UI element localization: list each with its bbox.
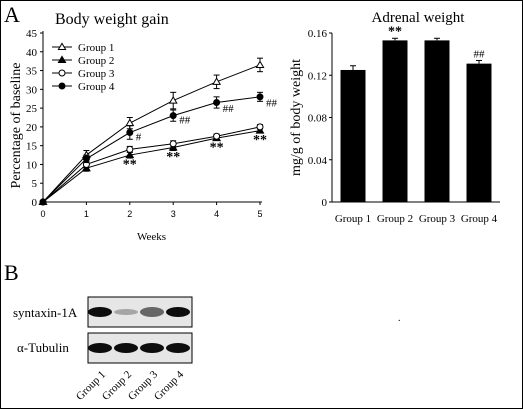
x-tick-label: 0: [40, 209, 45, 219]
x-axis-label: Weeks: [137, 231, 166, 243]
bar-chart-title: Adrenal weight: [372, 10, 466, 26]
series-line-group-2: [42, 130, 261, 203]
data-point-group-1: [212, 77, 222, 85]
y-tick-label: 0.12: [308, 70, 327, 82]
significance-label: #: [136, 131, 142, 143]
y-tick-label: 0.16: [308, 28, 328, 40]
legend-label-group-1: Group 1: [78, 42, 114, 54]
bar-group-1: [340, 69, 366, 202]
data-point-group-4: [213, 98, 221, 106]
y-tick-label: 0.04: [308, 155, 328, 167]
bar-group-2: [382, 40, 408, 202]
y-tick-label: 25: [26, 103, 38, 115]
data-point-group-1: [125, 118, 135, 127]
y-tick-label: 0: [32, 197, 38, 209]
x-tick-label: 1: [84, 209, 89, 219]
y-tick-label: 30: [26, 84, 38, 96]
y-tick-label: 20: [26, 122, 38, 134]
y-tick-label: 35: [26, 66, 38, 78]
series-line-group-1: [42, 64, 261, 203]
blot-row-label: α-Tubulin: [17, 340, 69, 355]
legend-marker-group-4: [58, 82, 66, 90]
x-tick-label: 2: [127, 209, 132, 219]
blot-band: [140, 307, 164, 317]
significance-label: **: [253, 133, 267, 148]
data-point-group-3: [256, 123, 264, 131]
legend-marker-group-1: [57, 42, 67, 51]
x-tick-label: 4: [214, 209, 219, 219]
significance-label: **: [388, 24, 402, 39]
data-point-group-4: [82, 155, 90, 163]
lane-label: Group 4: [152, 368, 187, 403]
y-axis-label: mg/g of body weight: [289, 59, 304, 176]
x-tick-label: Group 3: [419, 213, 456, 225]
line-chart-title: Body weight gain: [55, 11, 169, 28]
data-point-group-1: [168, 96, 178, 104]
y-tick-label: 45: [26, 28, 38, 40]
significance-label: ##: [266, 97, 278, 109]
data-point-group-3: [213, 132, 221, 140]
significance-label: ##: [179, 114, 191, 126]
bar-group-3: [424, 40, 450, 202]
bar-group-4: [466, 63, 492, 202]
blot-row-label: syntaxin-1A: [13, 305, 78, 320]
blot-band: [166, 343, 190, 353]
significance-label: ##: [223, 103, 235, 115]
y-tick-label: 10: [26, 159, 38, 171]
y-tick-label: 40: [26, 47, 38, 59]
blot-band: [88, 343, 112, 353]
blot-band: [166, 307, 190, 317]
x-tick-label: Group 2: [377, 213, 413, 225]
data-point-group-4: [169, 112, 177, 120]
significance-label: **: [123, 158, 137, 173]
blot-band: [140, 343, 164, 353]
blot-band: [114, 343, 138, 353]
significance-label: **: [166, 150, 180, 165]
panel-label-b: B: [4, 260, 19, 285]
y-tick-label: 5: [32, 178, 38, 190]
y-tick-label: 15: [26, 141, 38, 153]
data-point-group-3: [126, 145, 134, 153]
y-axis-label: Percentage of baseline: [9, 63, 24, 189]
blot-band: [88, 307, 112, 317]
y-tick-label: 0: [322, 197, 328, 209]
data-point-group-4: [126, 129, 134, 137]
legend-label-group-3: Group 3: [78, 68, 115, 80]
blot-band: [114, 309, 138, 315]
y-tick-label: 0.08: [308, 113, 328, 125]
panel-label-a: A: [4, 2, 20, 27]
x-tick-label: Group 1: [335, 213, 371, 225]
stray-mark: .: [398, 313, 401, 324]
data-point-group-1: [255, 60, 265, 68]
legend-marker-group-2: [57, 55, 67, 64]
series-line-group-3: [42, 126, 261, 203]
data-point-group-4: [39, 198, 47, 206]
legend-marker-group-3: [58, 69, 66, 77]
x-tick-label: 3: [171, 209, 176, 219]
significance-label: ##: [474, 48, 486, 60]
legend-label-group-4: Group 4: [78, 81, 115, 93]
legend-label-group-2: Group 2: [78, 55, 114, 67]
x-tick-label: Group 4: [461, 213, 498, 225]
data-point-group-4: [256, 93, 264, 101]
data-point-group-3: [169, 140, 177, 148]
x-tick-label: 5: [257, 209, 262, 219]
data-point-group-2: [125, 150, 135, 159]
significance-label: **: [210, 141, 224, 156]
series-line-group-4: [42, 96, 261, 203]
